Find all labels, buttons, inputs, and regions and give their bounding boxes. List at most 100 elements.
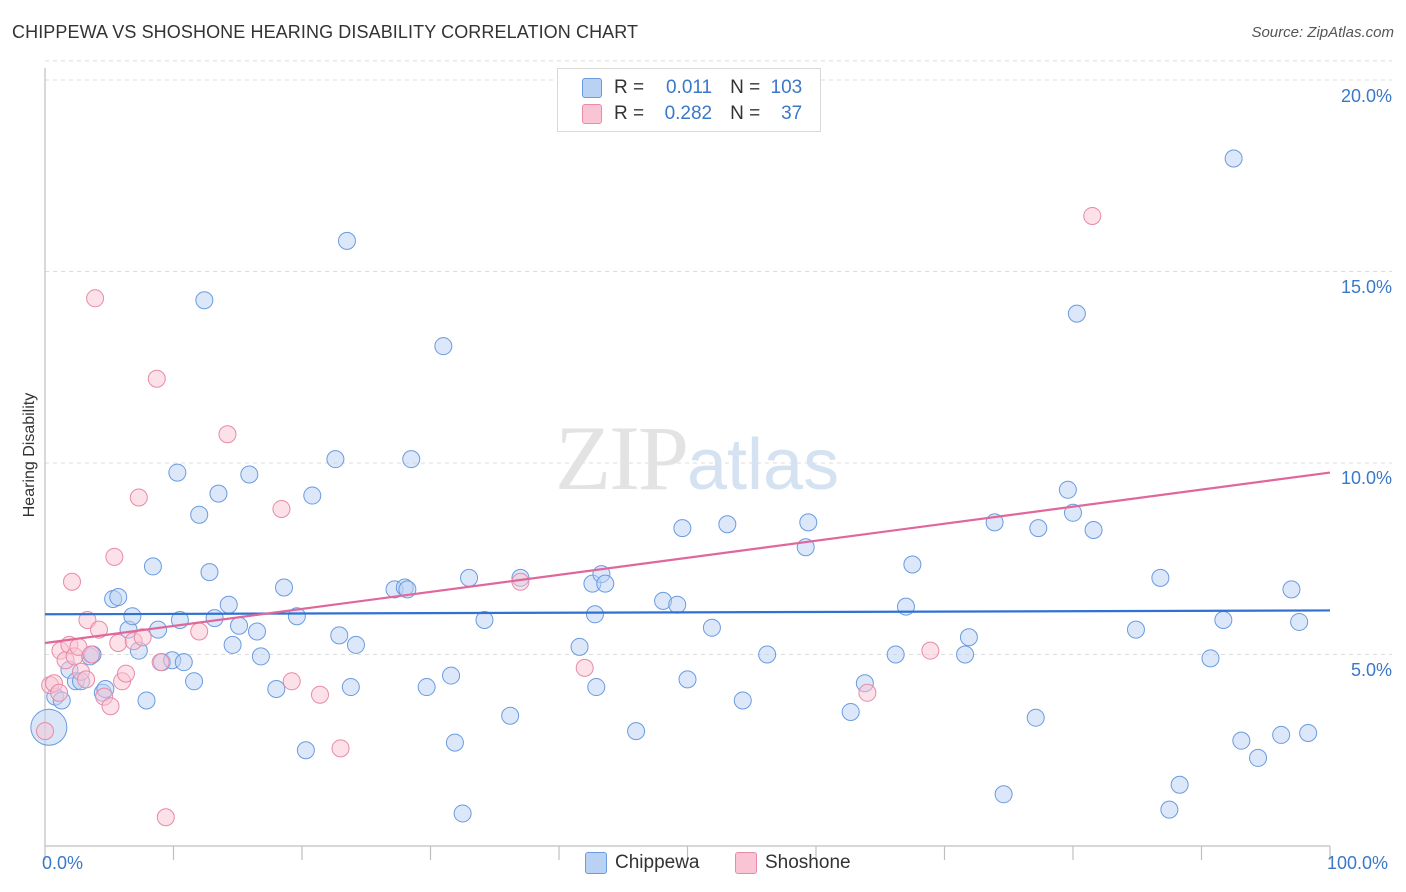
chippewa-point — [123, 607, 142, 626]
y-tick-label: 10.0% — [1340, 468, 1392, 488]
shoshone-point — [147, 369, 166, 388]
chippewa-point — [330, 626, 349, 645]
chippewa-point — [1201, 649, 1220, 668]
shoshone-point — [310, 685, 329, 704]
chippewa-point — [326, 450, 345, 469]
shoshone-point — [129, 488, 148, 507]
chippewa-point — [668, 595, 687, 614]
shoshone-point — [109, 634, 128, 653]
shoshone-swatch — [582, 104, 602, 124]
shoshone-point — [218, 425, 237, 444]
shoshone-point — [86, 289, 105, 308]
chippewa-point — [303, 486, 322, 505]
x-tick-label: 0.0% — [42, 853, 84, 873]
chippewa-point — [1249, 748, 1268, 767]
shoshone-point — [331, 739, 350, 758]
chippewa-point — [230, 616, 249, 635]
shoshone-point — [82, 645, 101, 664]
chippewa-point — [223, 635, 242, 654]
shoshone-point — [156, 808, 175, 827]
chippewa-point — [959, 628, 978, 647]
y-tick-label: 15.0% — [1340, 277, 1392, 297]
chippewa-point — [702, 618, 721, 637]
shoshone-point — [89, 620, 108, 639]
shoshone-point — [190, 622, 209, 641]
chippewa-point — [1084, 521, 1103, 540]
chippewa-point — [251, 647, 270, 666]
chippewa-point — [1299, 724, 1318, 743]
chippewa-point — [174, 653, 193, 672]
chippewa-point — [587, 678, 606, 697]
chippewa-point — [956, 645, 975, 664]
chippewa-point — [758, 645, 777, 664]
chippewa-point — [1026, 708, 1045, 727]
chippewa-point — [287, 607, 306, 626]
chippewa-point — [296, 741, 315, 760]
chart-title: CHIPPEWA VS SHOSHONE HEARING DISABILITY … — [12, 22, 639, 42]
chippewa-point — [627, 722, 646, 741]
chippewa-point — [248, 622, 267, 641]
chippewa-swatch — [582, 78, 602, 98]
shoshone-point — [101, 697, 120, 716]
chippewa-point — [1067, 304, 1086, 323]
x-tick-label: 100.0% — [1327, 853, 1389, 873]
chippewa-point — [1224, 149, 1243, 168]
chippewa-point — [434, 337, 453, 356]
chippewa-point — [200, 563, 219, 582]
chippewa-point — [1232, 731, 1251, 750]
chippewa-point — [190, 505, 209, 524]
chippewa-point — [841, 702, 860, 721]
chippewa-point — [585, 605, 604, 624]
chippewa-point — [442, 666, 461, 685]
chippewa-trend-line — [44, 609, 1331, 616]
shoshone-points — [36, 206, 1102, 827]
chippewa-point — [1058, 480, 1077, 499]
chippewa-point — [219, 595, 238, 614]
chippewa-point — [185, 672, 204, 691]
shoshone-point — [858, 683, 877, 702]
chippewa-point — [402, 450, 421, 469]
y-tick-label: 20.0% — [1340, 86, 1392, 106]
shoshone-point — [575, 658, 594, 677]
chippewa-legend-swatch — [585, 852, 607, 874]
shoshone-point — [50, 683, 69, 702]
chippewa-point — [275, 578, 294, 597]
chippewa-point — [501, 706, 520, 725]
chippewa-point — [1160, 800, 1179, 819]
watermark: ZIPatlas — [555, 407, 840, 509]
chippewa-point — [417, 678, 436, 697]
chippewa-point — [1029, 519, 1048, 538]
chippewa-point — [799, 513, 818, 532]
y-tick-label: 5.0% — [1350, 660, 1392, 680]
chippewa-point — [475, 611, 494, 630]
chippewa-point — [168, 463, 187, 482]
legend-item-chippewa: Chippewa — [585, 852, 700, 874]
shoshone-point — [921, 641, 940, 660]
chippewa-point — [570, 637, 589, 656]
chippewa-point — [240, 465, 259, 484]
chippewa-point — [1064, 503, 1082, 522]
chippewa-point — [1170, 775, 1189, 794]
shoshone-point — [105, 547, 124, 566]
shoshone-point — [133, 628, 152, 647]
chippewa-point — [1214, 611, 1233, 630]
chippewa-point — [886, 645, 905, 664]
legend-item-shoshone: Shoshone — [735, 852, 851, 874]
source-label: Source: ZipAtlas.com — [1251, 24, 1394, 41]
chippewa-point — [673, 519, 692, 538]
shoshone-point — [1083, 206, 1102, 225]
chippewa-point — [346, 635, 365, 654]
chippewa-point — [733, 691, 752, 710]
chippewa-point — [994, 785, 1013, 804]
chippewa-point — [267, 679, 286, 698]
chippewa-point — [445, 733, 464, 752]
shoshone-trend-line — [44, 471, 1331, 645]
chippewa-point — [1282, 580, 1301, 599]
shoshone-point — [116, 664, 135, 683]
stats-legend: R = 0.011 N = 103 R = 0.282 N = 37 — [557, 68, 821, 132]
y-axis-label: Hearing Disability — [21, 392, 38, 518]
chippewa-point — [337, 231, 356, 250]
chippewa-point — [1290, 612, 1309, 631]
chippewa-point — [453, 804, 472, 823]
